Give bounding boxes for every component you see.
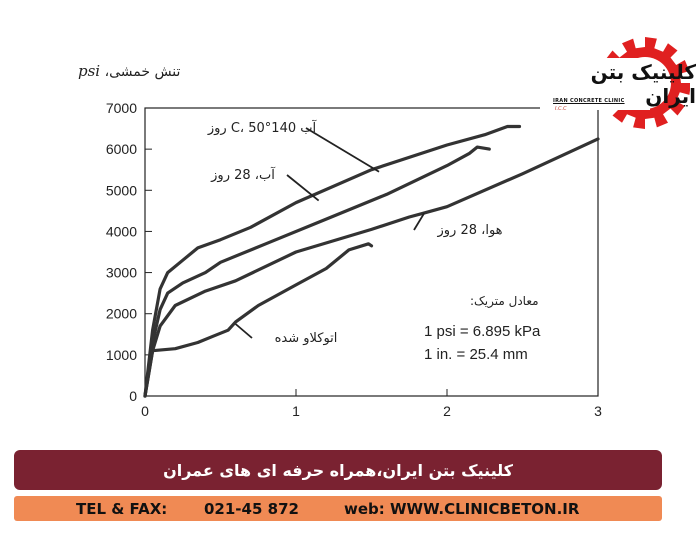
y-tick-label: 1000	[106, 347, 137, 363]
y-axis-label-text: تنش خمشی،	[104, 64, 181, 80]
x-tick-label: 2	[443, 403, 451, 419]
logo-subtitle: IRAN CONCRETE CLINIC	[553, 98, 625, 104]
slogan-banner: کلینیک بتن ایران،همراه حرفه ای های عمران	[14, 450, 662, 490]
y-tick-label: 0	[129, 388, 137, 404]
website-link[interactable]: web: WWW.CLINICBETON.IR	[344, 500, 580, 518]
y-tick-label: 5000	[106, 182, 137, 198]
x-tick-label: 0	[141, 403, 149, 419]
x-tick-label: 3	[594, 403, 602, 419]
banner-text: کلینیک بتن ایران،همراه حرفه ای های عمران	[163, 460, 513, 480]
plot-frame	[144, 107, 599, 397]
y-tick-label: 7000	[106, 100, 137, 116]
annotation-leader	[413, 212, 426, 231]
tel-number: 021-45 872	[204, 500, 299, 518]
annotation-leader	[305, 127, 380, 173]
y-tick-label: 6000	[106, 141, 137, 157]
logo-abbr: I.C.C	[555, 106, 567, 112]
series-line-1	[143, 124, 522, 398]
y-axis-label: تنش خمشی، psi	[78, 62, 180, 80]
conversion-note-line-1: 1 psi = 6.895 kPa	[424, 323, 541, 340]
flexural-strength-chart: 0 1000 2000 3000 4000 5000 6000 7000 0 1 2 3 آب 140°…	[106, 100, 602, 419]
annotation-leader	[235, 323, 253, 339]
conversion-note-line-2: 1 in. = 25.4 mm	[424, 346, 528, 363]
series-label: آب 140°C، 50 روز	[207, 119, 318, 136]
series-line-4	[143, 242, 374, 398]
annotation-leader	[286, 174, 320, 202]
series-label: اتوکلاو شده	[275, 331, 338, 346]
conversion-note-title: معادل متریک:	[470, 294, 539, 309]
y-tick-label: 2000	[106, 306, 137, 322]
series-label: آب، 28 روز	[210, 166, 276, 183]
y-tick-label: 3000	[106, 265, 137, 281]
y-tick-label: 4000	[106, 223, 137, 239]
tel-label: TEL & FAX:	[76, 500, 168, 518]
y-axis-unit: psi	[78, 62, 101, 80]
logo-text-backdrop	[540, 58, 650, 110]
gear-logo-icon	[540, 37, 690, 129]
x-tick-label: 1	[292, 403, 300, 419]
contact-bar: TEL & FAX: 021-45 872 web: WWW.CLINICBET…	[14, 496, 662, 521]
series-line-2	[143, 145, 491, 398]
series-line-3	[143, 137, 600, 398]
logo-title: کلینیک بتن ایران	[590, 60, 696, 108]
series-label: هوا، 28 روز	[436, 223, 502, 238]
